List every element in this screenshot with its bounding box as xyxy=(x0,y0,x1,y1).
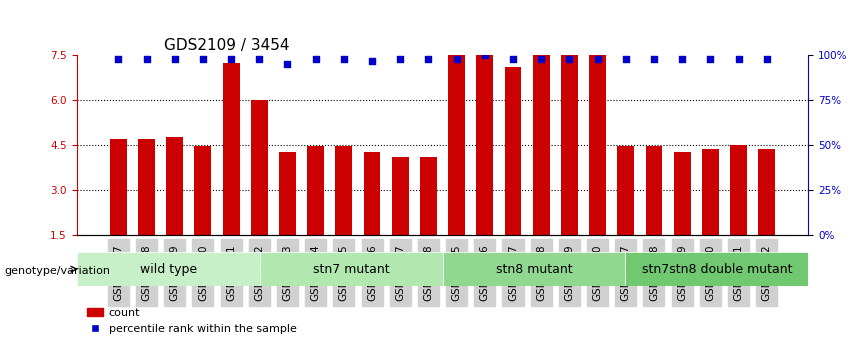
Bar xyxy=(138,139,155,235)
Bar xyxy=(166,137,183,235)
Text: stn7stn8 double mutant: stn7stn8 double mutant xyxy=(642,263,792,276)
Point xyxy=(563,56,576,61)
Bar xyxy=(448,51,465,235)
Bar xyxy=(110,139,127,235)
FancyBboxPatch shape xyxy=(260,252,443,286)
FancyBboxPatch shape xyxy=(625,252,808,286)
Point xyxy=(421,56,435,61)
Point xyxy=(619,56,632,61)
Point xyxy=(732,56,745,61)
Text: wild type: wild type xyxy=(140,263,197,276)
Point xyxy=(506,56,520,61)
Bar xyxy=(702,149,719,235)
Bar xyxy=(223,63,239,235)
Point xyxy=(760,56,774,61)
Point xyxy=(450,56,464,61)
Bar xyxy=(674,152,691,235)
Bar xyxy=(533,51,550,235)
Point xyxy=(196,56,209,61)
Text: GDS2109 / 3454: GDS2109 / 3454 xyxy=(164,38,290,53)
Bar xyxy=(730,145,747,235)
Point xyxy=(309,56,323,61)
Point xyxy=(393,56,407,61)
Point xyxy=(534,56,548,61)
Point xyxy=(337,56,351,61)
Point xyxy=(281,61,294,67)
Text: stn7 mutant: stn7 mutant xyxy=(312,263,390,276)
Bar xyxy=(505,67,522,235)
Bar xyxy=(477,36,494,235)
Bar xyxy=(251,100,268,235)
Bar xyxy=(335,146,352,235)
Bar xyxy=(589,52,606,235)
Bar xyxy=(279,152,296,235)
Point xyxy=(478,52,492,58)
Bar xyxy=(194,146,211,235)
Text: genotype/variation: genotype/variation xyxy=(4,266,111,276)
Bar xyxy=(646,146,662,235)
Bar xyxy=(420,157,437,235)
FancyBboxPatch shape xyxy=(77,252,260,286)
Point xyxy=(253,56,266,61)
Bar xyxy=(391,157,408,235)
Point xyxy=(168,56,181,61)
Legend: count, percentile rank within the sample: count, percentile rank within the sample xyxy=(83,304,301,338)
Point xyxy=(704,56,717,61)
Point xyxy=(140,56,153,61)
Point xyxy=(111,56,125,61)
Bar xyxy=(363,152,380,235)
Point xyxy=(647,56,660,61)
Point xyxy=(365,58,379,63)
Bar xyxy=(617,146,634,235)
Bar xyxy=(758,149,775,235)
Point xyxy=(591,56,604,61)
Bar xyxy=(561,54,578,235)
Point xyxy=(676,56,689,61)
FancyBboxPatch shape xyxy=(443,252,625,286)
Point xyxy=(225,56,238,61)
Bar xyxy=(307,146,324,235)
Text: stn8 mutant: stn8 mutant xyxy=(495,263,573,276)
